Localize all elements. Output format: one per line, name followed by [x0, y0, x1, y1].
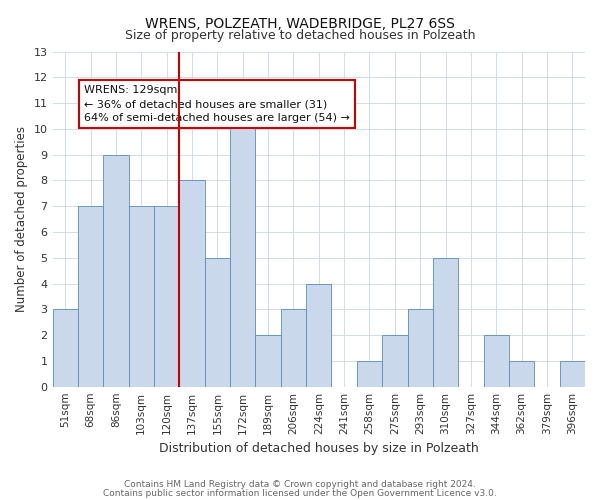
Bar: [560, 361, 585, 386]
Bar: [484, 335, 509, 386]
Text: Contains HM Land Registry data © Crown copyright and database right 2024.: Contains HM Land Registry data © Crown c…: [124, 480, 476, 489]
Bar: [357, 361, 382, 386]
Bar: [179, 180, 205, 386]
Y-axis label: Number of detached properties: Number of detached properties: [15, 126, 28, 312]
Text: Size of property relative to detached houses in Polzeath: Size of property relative to detached ho…: [125, 29, 475, 42]
Bar: [407, 310, 433, 386]
Bar: [78, 206, 103, 386]
Bar: [281, 310, 306, 386]
Bar: [509, 361, 534, 386]
Bar: [128, 206, 154, 386]
Text: WRENS, POLZEATH, WADEBRIDGE, PL27 6SS: WRENS, POLZEATH, WADEBRIDGE, PL27 6SS: [145, 18, 455, 32]
Bar: [53, 310, 78, 386]
Bar: [256, 335, 281, 386]
Bar: [382, 335, 407, 386]
Text: Contains public sector information licensed under the Open Government Licence v3: Contains public sector information licen…: [103, 489, 497, 498]
Bar: [230, 103, 256, 387]
Text: WRENS: 129sqm
← 36% of detached houses are smaller (31)
64% of semi-detached hou: WRENS: 129sqm ← 36% of detached houses a…: [85, 85, 350, 123]
Bar: [306, 284, 331, 387]
X-axis label: Distribution of detached houses by size in Polzeath: Distribution of detached houses by size …: [159, 442, 479, 455]
Bar: [205, 258, 230, 386]
Bar: [433, 258, 458, 386]
Bar: [154, 206, 179, 386]
Bar: [103, 154, 128, 386]
